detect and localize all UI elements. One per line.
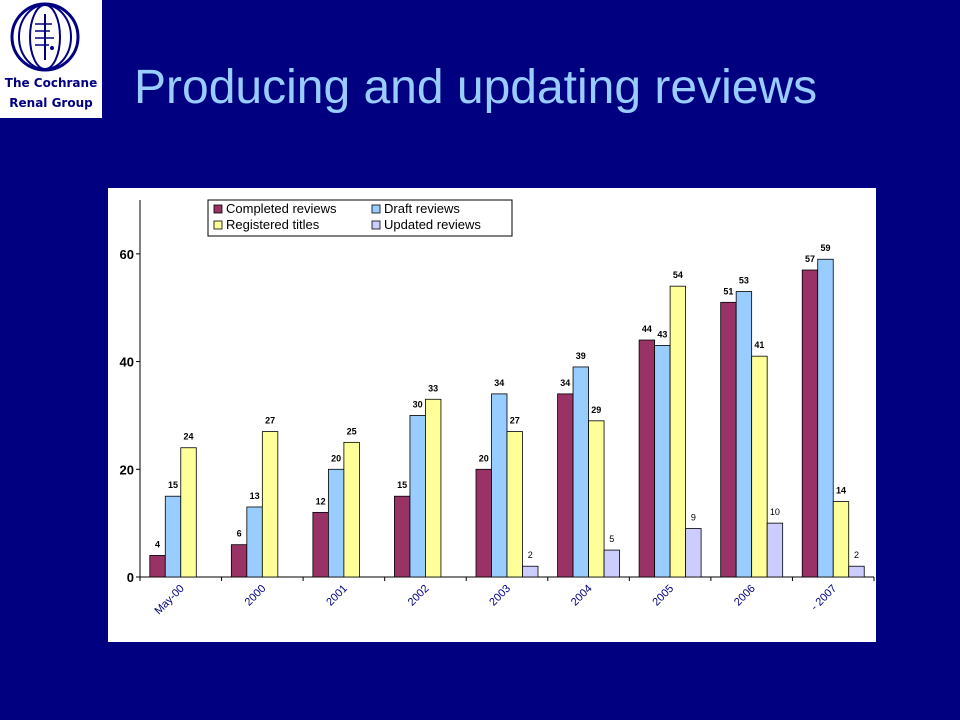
legend-label: Completed reviews [226, 201, 337, 216]
bar [603, 549, 620, 578]
data-label: 25 [347, 426, 357, 436]
data-label: 41 [754, 340, 764, 350]
data-label: 5 [609, 534, 614, 544]
bar [720, 301, 737, 578]
data-label: 39 [576, 351, 586, 361]
data-label: 51 [723, 286, 733, 296]
data-label: 15 [397, 480, 407, 490]
bar [475, 468, 492, 578]
bar [669, 285, 687, 578]
bar [654, 345, 671, 578]
bar [801, 269, 819, 578]
data-label: 30 [413, 399, 423, 409]
bar [588, 420, 605, 578]
bar [848, 565, 865, 578]
bar [164, 495, 182, 578]
bar [491, 393, 508, 578]
data-label: 15 [168, 480, 178, 490]
bar [557, 393, 574, 578]
data-label: 10 [770, 507, 780, 517]
legend-label: Draft reviews [384, 201, 460, 216]
logo: The Cochrane Renal Group [0, 0, 102, 118]
bar [506, 431, 523, 578]
bar [394, 495, 411, 578]
data-label: 20 [479, 453, 489, 463]
bar [230, 544, 248, 578]
data-label: 54 [673, 270, 683, 280]
logo-line-2: Renal Group [9, 96, 93, 110]
cochrane-logo-icon [10, 2, 80, 72]
data-label: 12 [316, 496, 326, 506]
data-label: 44 [642, 324, 652, 334]
bar [327, 468, 345, 578]
chart-panel: 0 20 40 60 May-00 2000 2001 2002 2003 2004 2005 200… [108, 188, 876, 642]
data-label: 9 [691, 513, 696, 523]
bar [343, 441, 360, 578]
data-label: 53 [739, 276, 749, 286]
x-tick-label: 2006 [732, 583, 758, 609]
data-label: 14 [836, 486, 846, 496]
legend-swatch [371, 204, 381, 214]
data-label: 27 [510, 416, 520, 426]
data-label: 33 [428, 383, 438, 393]
bar [425, 398, 442, 578]
data-label: 6 [237, 529, 242, 539]
legend-swatch [213, 220, 223, 230]
data-label: 24 [184, 432, 194, 442]
x-tick-label: 2004 [569, 583, 595, 609]
bar [735, 291, 753, 578]
data-label: 34 [494, 378, 504, 388]
bar [246, 506, 263, 578]
y-tick-label: 60 [120, 247, 134, 262]
data-label: 2 [528, 550, 533, 560]
data-label: 27 [265, 416, 275, 426]
data-label: 34 [560, 378, 570, 388]
legend-box [207, 199, 513, 237]
bar-chart: 0 20 40 60 May-00 2000 2001 2002 2003 2004 2005 200… [120, 199, 875, 617]
y-tick-label: 20 [120, 462, 134, 477]
bar [409, 415, 426, 578]
bar [261, 431, 279, 578]
data-label: 20 [331, 453, 341, 463]
y-tick-label: 40 [120, 355, 134, 370]
x-tick-label: 2000 [243, 583, 269, 609]
data-label: 13 [250, 491, 260, 501]
x-tick-label: - 2007 [809, 583, 840, 614]
bar [817, 258, 834, 578]
data-label: 4 [155, 539, 160, 549]
slide-title: Producing and updating reviews [134, 61, 818, 114]
data-label: 43 [657, 329, 667, 339]
x-tick-label: 2001 [324, 583, 350, 609]
y-tick-label: 0 [127, 570, 134, 585]
bar [180, 447, 197, 578]
bar [685, 528, 702, 578]
bar [832, 501, 850, 578]
data-label: 57 [805, 254, 815, 264]
legend-swatch [371, 220, 381, 230]
legend-swatch [213, 204, 223, 214]
x-tick-label: 2002 [406, 583, 432, 609]
bar [149, 555, 166, 578]
data-label: 29 [591, 405, 601, 415]
bar [312, 511, 329, 578]
x-tick-label: May-00 [152, 583, 186, 617]
bar [522, 565, 539, 578]
x-tick-label: 2005 [650, 583, 676, 609]
legend-label: Updated reviews [384, 217, 481, 232]
bar [766, 522, 784, 578]
bar [572, 366, 589, 578]
legend-label: Registered titles [226, 217, 320, 232]
bar [638, 339, 656, 578]
data-label: 59 [820, 243, 830, 253]
data-label: 2 [854, 550, 859, 560]
bar [751, 355, 768, 578]
logo-line-1: The Cochrane [4, 76, 98, 90]
x-tick-label: 2003 [487, 583, 513, 609]
